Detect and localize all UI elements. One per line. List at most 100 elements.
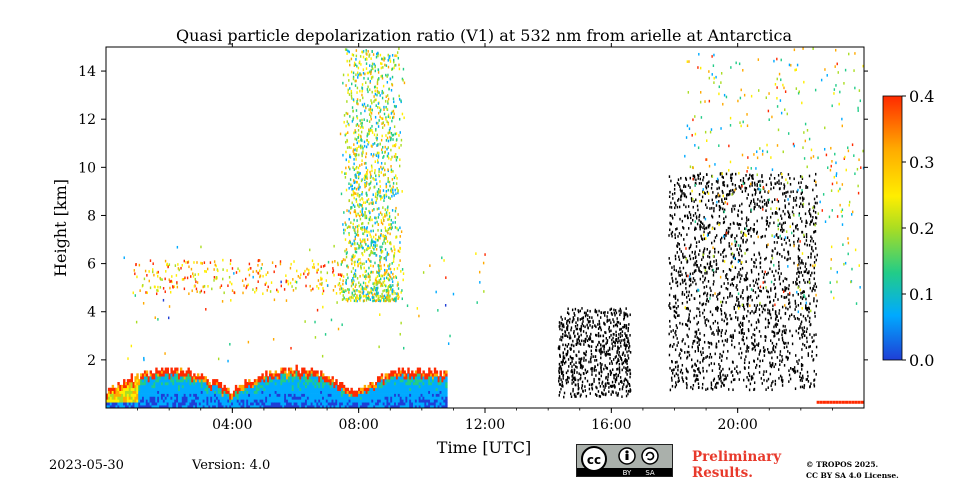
heatmap-cell [160,399,164,403]
heatmap-cell [627,326,630,330]
heatmap-cell [813,266,815,270]
heatmap-cell [622,351,625,355]
heatmap-cell [801,297,804,301]
heatmap-cell [332,267,334,270]
heatmap-cell [113,390,116,394]
heatmap-cell [157,379,160,383]
heatmap-cell [621,381,623,384]
heatmap-cell [274,396,278,400]
heatmap-cell [601,370,603,374]
heatmap-cell [399,384,403,389]
heatmap-cell [376,90,379,93]
heatmap-cell [130,396,134,400]
heatmap-cell [318,384,321,389]
heatmap-cell [355,165,358,169]
heatmap-cell [282,387,285,391]
heatmap-cell [625,360,627,364]
heatmap-cell [319,282,321,286]
heatmap-cell [196,396,200,400]
heatmap-cell [142,387,145,391]
heatmap-cell [372,153,375,156]
heatmap-cell [801,356,803,359]
heatmap-cell [422,399,425,403]
heatmap-cell [739,370,741,374]
heatmap-cell [168,405,171,408]
heatmap-cell [560,378,562,382]
heatmap-cell [755,326,758,330]
heatmap-cell [181,396,185,400]
heatmap-cell [390,165,392,168]
heatmap-cell [746,376,748,379]
heatmap-cell [621,330,624,333]
heatmap-cell [740,236,742,240]
heatmap-cell [223,390,226,394]
heatmap-cell [363,227,366,231]
heatmap-cell [359,405,363,408]
heatmap-cell [731,260,733,264]
heatmap-cell [697,345,699,349]
heatmap-cell [359,126,362,129]
heatmap-cell [212,379,215,383]
heatmap-cell [628,344,631,348]
heatmap-cell [162,387,166,391]
heatmap-cell [389,232,391,236]
heatmap-cell [272,384,276,389]
heatmap-cell [381,245,383,249]
heatmap-cell [354,289,356,292]
heatmap-cell [366,200,368,204]
heatmap-cell [340,405,344,408]
heatmap-cell [126,387,130,391]
heatmap-cell [287,379,291,383]
heatmap-cell [597,327,600,330]
heatmap-cell [327,384,331,389]
heatmap-cell [767,318,770,322]
heatmap-cell [391,292,393,295]
heatmap-cell [157,370,160,374]
heatmap-cell [407,373,410,377]
heatmap-cell [384,162,386,165]
heatmap-cell [195,287,198,291]
heatmap-cell [316,376,319,380]
heatmap-cell [238,387,242,391]
heatmap-cell [396,267,399,270]
heatmap-cell [359,217,362,221]
heatmap-cell [251,399,255,403]
heatmap-cell [257,384,260,389]
heatmap-cell [381,196,383,199]
heatmap-cell [605,342,607,346]
heatmap-cell [612,336,614,340]
heatmap-cell [178,399,181,403]
heatmap-cell [185,390,188,394]
heatmap-cell [113,387,116,391]
heatmap-cell [433,370,437,374]
heatmap-cell [615,334,617,337]
heatmap-cell [381,296,383,300]
heatmap-cell [354,396,357,400]
heatmap-cell [580,373,582,377]
heatmap-cell [352,296,354,300]
heatmap-cell [160,393,164,397]
heatmap-cell [738,270,740,274]
heatmap-cell [627,337,629,340]
heatmap-cell [134,393,137,397]
heatmap-cell [578,372,580,376]
heatmap-cell [359,198,361,202]
heatmap-cell [587,344,590,347]
heatmap-cell [200,387,204,391]
heatmap-cell [738,223,741,226]
heatmap-cell [392,387,395,391]
heatmap-cell [395,105,397,108]
heatmap-cell [113,393,116,397]
heatmap-cell [595,310,598,313]
heatmap-cell [179,390,183,394]
heatmap-cell [422,387,425,391]
heatmap-cell [572,377,574,380]
heatmap-cell [231,405,234,408]
heatmap-cell [396,292,398,296]
heatmap-cell [301,402,304,406]
heatmap-cell [327,379,331,383]
heatmap-cell [681,189,683,193]
heatmap-cell [337,273,340,276]
heatmap-cell [132,384,135,389]
heatmap-cell [164,277,166,281]
